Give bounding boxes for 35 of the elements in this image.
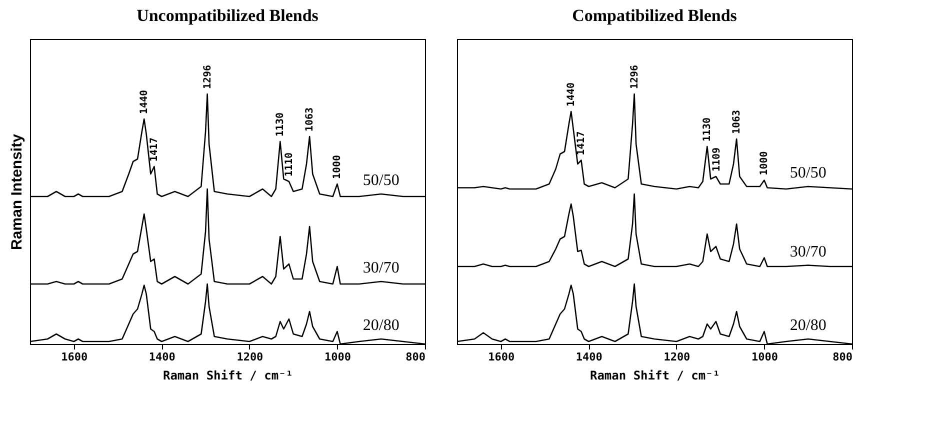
x-tick-label: 800 — [832, 350, 852, 364]
x-tick-label: 1400 — [148, 350, 176, 364]
annotation: 1000 — [759, 151, 770, 176]
x-tick-label: 1200 — [236, 350, 264, 364]
annotation: 1296 — [629, 64, 640, 89]
annotation: 1130 — [702, 117, 714, 142]
x-tick-label: 1000 — [751, 350, 778, 364]
x-axis-title: Raman Shift / cm⁻¹ — [162, 368, 294, 382]
annotation: 1130 — [275, 112, 286, 136]
y-axis-title: Raman Intensity — [8, 133, 26, 250]
annotation: 1296 — [202, 64, 214, 89]
annotation: 1440 — [566, 82, 578, 106]
chart-title: Uncompatibilized Blends — [136, 6, 319, 25]
annotation: 1417 — [576, 131, 588, 156]
series-label: 30/70 — [790, 243, 826, 260]
series-label: 20/80 — [790, 317, 826, 334]
series-label: 50/50 — [362, 172, 400, 189]
series-label: 20/80 — [362, 317, 400, 334]
x-tick-label: 800 — [406, 350, 426, 364]
annotation: 1109 — [711, 147, 722, 172]
x-tick-label: 1600 — [61, 350, 88, 364]
series-label: 50/50 — [790, 164, 826, 182]
x-tick-label: 1000 — [324, 350, 351, 364]
annotation: 1063 — [732, 110, 743, 134]
annotation: 1417 — [149, 137, 160, 162]
annotation: 1063 — [304, 107, 316, 132]
annotation: 1110 — [284, 152, 295, 176]
annotation: 1000 — [332, 154, 344, 179]
chart-title: Compatibilized Blends — [572, 6, 738, 25]
series-label: 30/70 — [362, 260, 400, 276]
x-tick-label: 1200 — [664, 350, 690, 364]
x-axis-title: Raman Shift / cm⁻¹ — [590, 368, 720, 382]
annotation: 1440 — [139, 90, 150, 114]
x-tick-label: 1400 — [576, 350, 602, 364]
x-tick-label: 1600 — [488, 350, 515, 364]
